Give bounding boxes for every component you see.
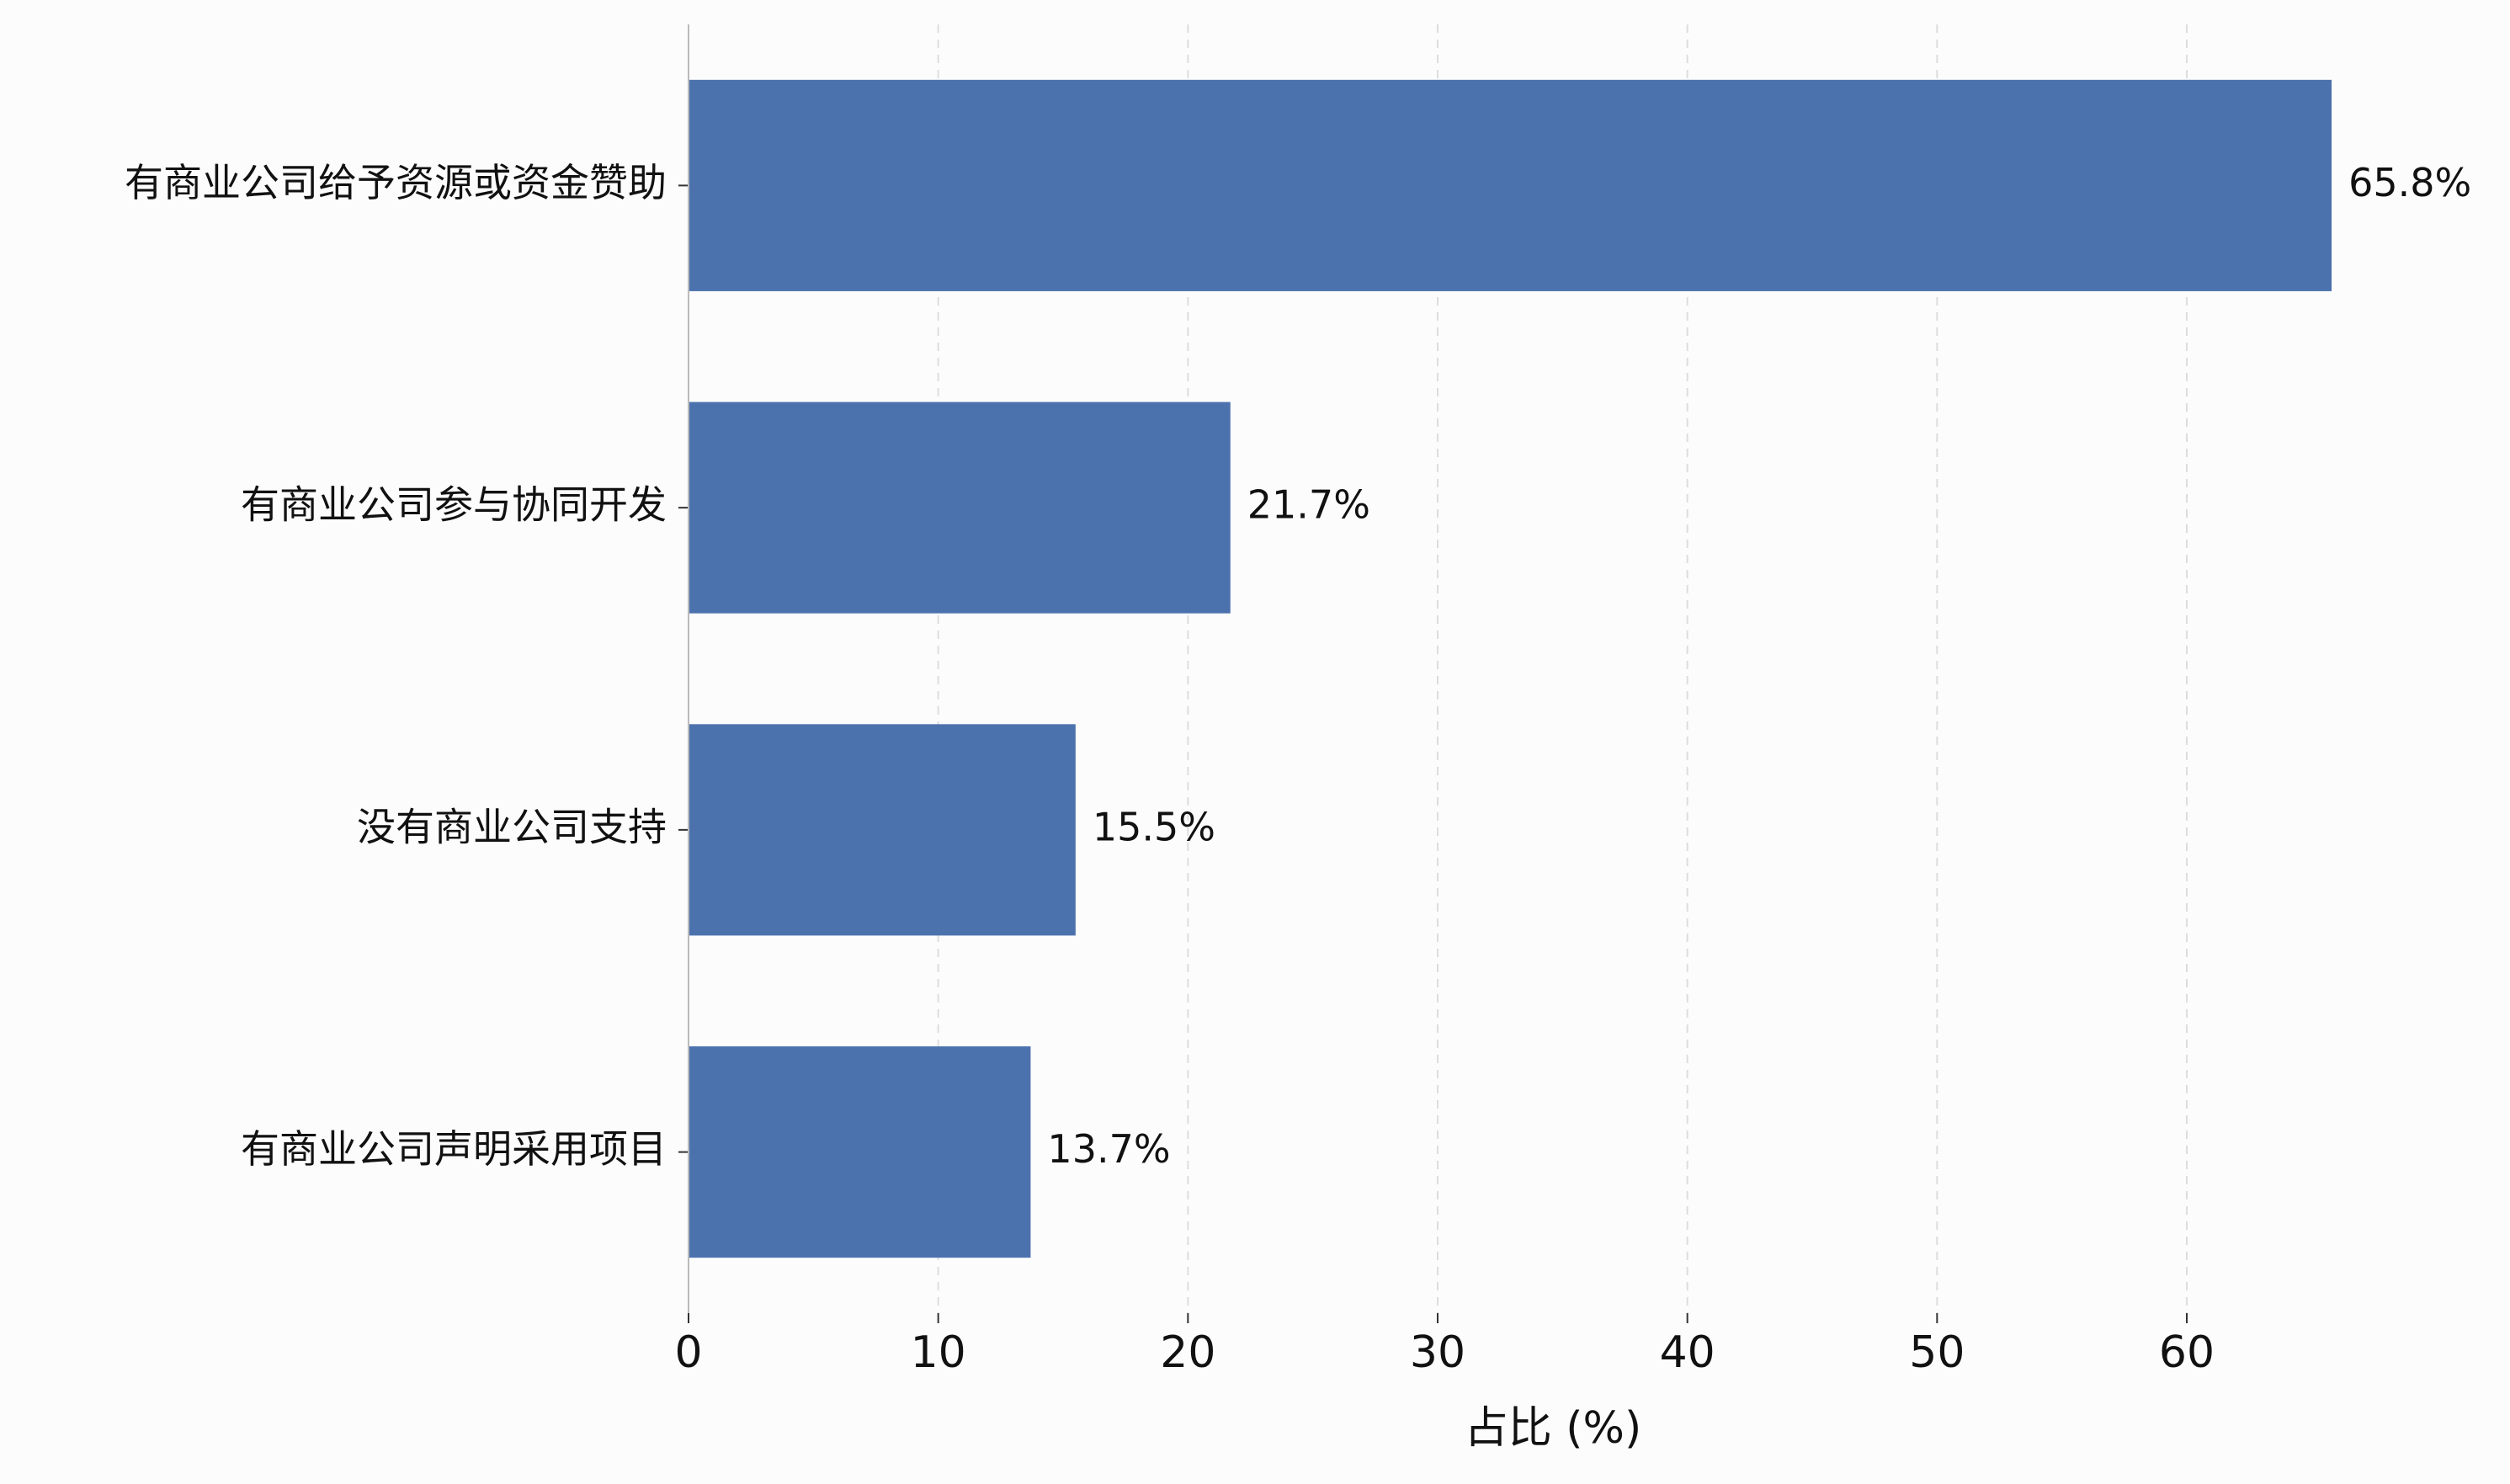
y-tick-label: 没有商业公司支持: [357, 804, 667, 849]
value-label: 13.7%: [1047, 1126, 1170, 1172]
bar: [689, 79, 2332, 291]
x-tick-label: 0: [674, 1327, 702, 1378]
bar: [689, 724, 1076, 936]
bar: [689, 402, 1231, 614]
x-tick-label: 10: [911, 1327, 966, 1378]
y-tick-label: 有商业公司声明采用项目: [241, 1126, 667, 1172]
value-label: 21.7%: [1247, 482, 1370, 528]
value-label: 65.8%: [2348, 160, 2471, 205]
x-axis-label: 占比 (%): [1465, 1403, 1642, 1454]
x-tick-label: 20: [1160, 1327, 1215, 1378]
x-tick-label: 50: [1909, 1327, 1965, 1378]
y-tick-label: 有商业公司参与协同开发: [241, 482, 667, 528]
value-label: 15.5%: [1093, 804, 1215, 849]
x-tick-label: 30: [1410, 1327, 1465, 1378]
x-tick-label: 60: [2159, 1327, 2215, 1378]
x-tick-label: 40: [1660, 1327, 1715, 1378]
y-tick-label: 有商业公司给予资源或资金赞助: [125, 160, 667, 205]
bar: [689, 1046, 1031, 1258]
